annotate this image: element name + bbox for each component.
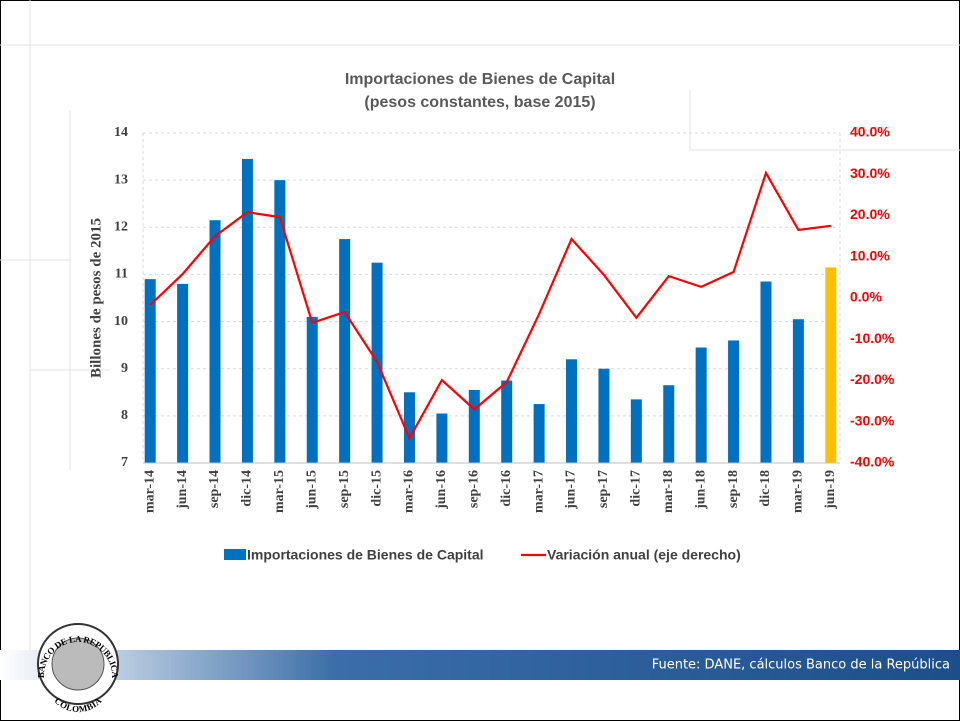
bar	[144, 279, 156, 463]
y-tick-label: 13	[114, 172, 128, 187]
x-tick-label: jun-15	[304, 470, 319, 510]
x-tick-label: sep-16	[467, 470, 482, 508]
x-tick-label: jun-19	[823, 470, 838, 510]
x-tick-label: sep-15	[337, 470, 352, 508]
x-tick-label: sep-14	[207, 470, 222, 508]
y2-tick-label: -30.0%	[850, 412, 895, 428]
x-tick-label: jun-17	[564, 470, 579, 510]
x-tick-label: jun-14	[175, 470, 190, 510]
x-tick-label: mar-19	[791, 470, 806, 513]
y-tick-label: 8	[121, 408, 128, 423]
x-tick-label: dic-18	[758, 470, 773, 507]
x-tick-label: mar-16	[402, 470, 417, 513]
legend-swatch	[224, 549, 246, 560]
x-tick-label: jun-18	[693, 470, 708, 510]
x-tick-label: jun-16	[434, 470, 449, 510]
bar	[241, 158, 253, 463]
bar	[209, 220, 221, 463]
footer-band	[0, 650, 960, 680]
y2-tick-label: 10.0%	[850, 247, 890, 263]
legend-label: Importaciones de Bienes de Capital	[247, 547, 484, 563]
y-tick-label: 12	[114, 220, 128, 235]
legend-label: Variación anual (eje derecho)	[547, 547, 741, 563]
bar	[695, 347, 707, 463]
y2-tick-label: 0.0%	[850, 289, 882, 305]
y-axis-label: Billones de pesos de 2015	[88, 218, 104, 378]
y2-tick-label: 40.0%	[850, 124, 890, 140]
bar	[468, 389, 480, 463]
bar	[533, 404, 545, 463]
bar	[663, 385, 675, 463]
bar	[501, 380, 513, 463]
bar	[792, 319, 804, 463]
bar	[728, 340, 740, 463]
x-tick-label: mar-18	[661, 470, 676, 513]
x-tick-label: dic-15	[369, 470, 384, 507]
bar	[403, 392, 415, 463]
bar	[760, 281, 772, 463]
bar	[566, 359, 578, 463]
y-tick-label: 10	[114, 314, 128, 329]
bar	[825, 267, 837, 463]
y-tick-label: 9	[121, 361, 128, 376]
x-tick-label: sep-18	[726, 470, 741, 508]
source: Fuente: DANE, cálculos Banco de la Repúb…	[652, 658, 950, 673]
bar	[598, 368, 610, 463]
line	[149, 170, 831, 441]
y2-tick-label: 20.0%	[850, 206, 890, 222]
bar	[274, 180, 286, 463]
x-tick-label: dic-16	[499, 470, 514, 507]
chart-title: Importaciones de Bienes de Capital	[345, 71, 615, 88]
y2-tick-label: 30.0%	[850, 165, 890, 181]
y2-tick-label: -10.0%	[850, 330, 895, 346]
bar	[339, 239, 351, 463]
x-tick-label: mar-17	[531, 470, 546, 513]
logo: BANCO DE LA REPUBLICA COLOMBIA	[36, 623, 120, 714]
bar	[630, 399, 642, 463]
bar	[306, 316, 318, 463]
x-tick-label: sep-17	[596, 470, 611, 508]
x-tick-label: dic-17	[629, 470, 644, 507]
chart-subtitle: (pesos constantes, base 2015)	[364, 94, 595, 111]
x-tick-label: mar-15	[272, 470, 287, 513]
bar	[436, 413, 448, 463]
bar	[177, 283, 189, 463]
y-tick-label: 7	[121, 455, 128, 470]
y2-tick-label: -40.0%	[850, 454, 895, 470]
y2-tick-label: -20.0%	[850, 371, 895, 387]
y-tick-label: 11	[115, 267, 128, 282]
y-tick-label: 14	[114, 125, 128, 140]
x-tick-label: mar-14	[142, 470, 157, 513]
x-tick-label: dic-14	[240, 470, 255, 507]
decor	[0, 0, 960, 680]
plot: 7 8 9 10 11 12 13 14 40.0% 30.0% 20.0% 10.0% 0.0% -10…	[114, 124, 895, 563]
